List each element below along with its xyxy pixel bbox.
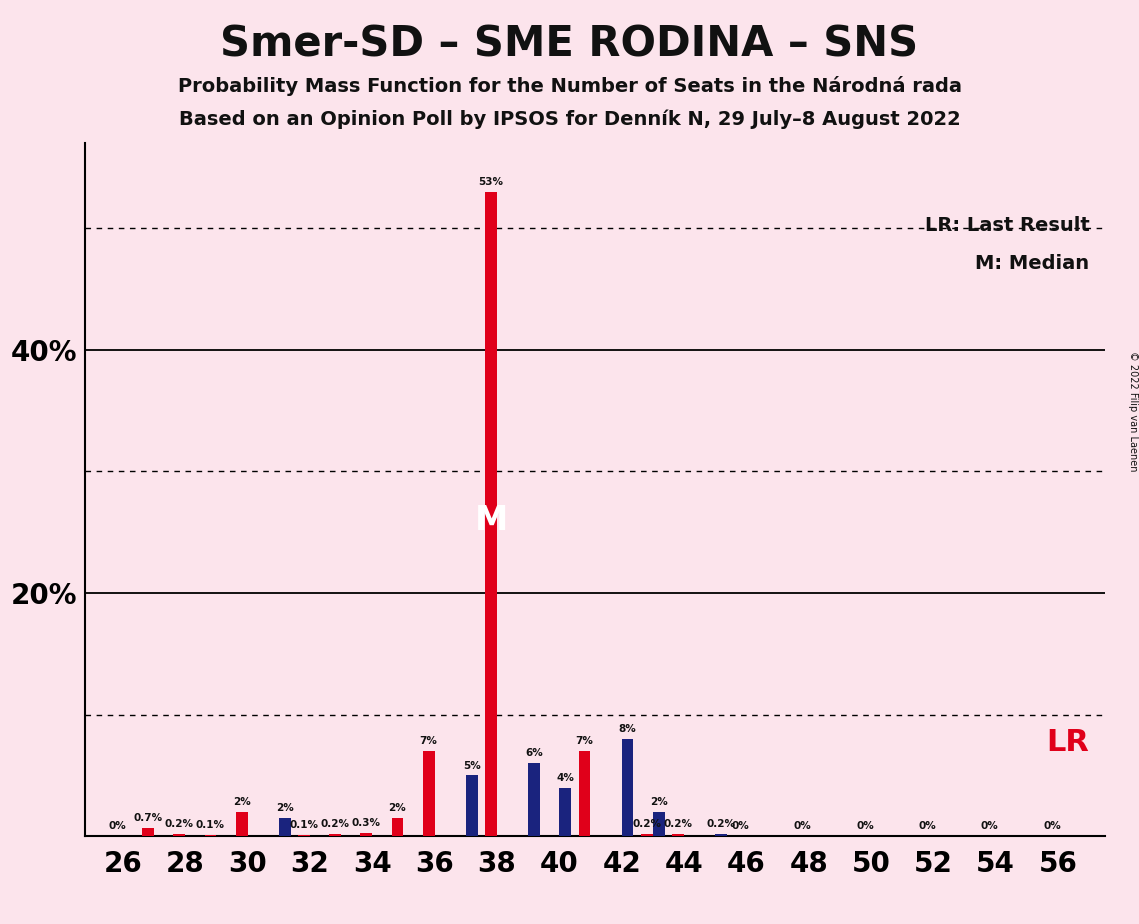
Text: 0.3%: 0.3% [352,818,380,828]
Bar [279,818,290,836]
Bar [579,751,590,836]
Bar [466,775,477,836]
Text: 0%: 0% [794,821,812,832]
Bar [485,192,497,836]
Text: 0%: 0% [857,821,874,832]
Bar [672,833,685,836]
Text: 0%: 0% [108,821,125,832]
Bar [528,763,540,836]
Text: 7%: 7% [575,736,593,747]
Text: 0%: 0% [918,821,936,832]
Text: 4%: 4% [556,772,574,783]
Text: 0%: 0% [981,821,999,832]
Bar [641,833,653,836]
Bar [392,818,403,836]
Bar [173,833,186,836]
Text: 0.2%: 0.2% [664,819,693,829]
Text: 0.2%: 0.2% [706,819,736,829]
Bar [329,833,341,836]
Bar [205,835,216,836]
Text: Based on an Opinion Poll by IPSOS for Denník N, 29 July–8 August 2022: Based on an Opinion Poll by IPSOS for De… [179,109,960,128]
Text: 2%: 2% [232,797,251,807]
Text: © 2022 Filip van Laenen: © 2022 Filip van Laenen [1129,351,1138,471]
Text: 2%: 2% [276,803,294,813]
Text: LR: Last Result: LR: Last Result [925,216,1090,235]
Bar [653,812,665,836]
Text: 0.2%: 0.2% [165,819,194,829]
Text: M: Median: M: Median [975,254,1090,274]
Text: M: M [474,504,508,537]
Text: 6%: 6% [525,748,543,759]
Bar [423,751,435,836]
Text: 5%: 5% [462,760,481,771]
Bar [559,787,571,836]
Text: LR: LR [1047,728,1090,757]
Text: 7%: 7% [419,736,437,747]
Text: 2%: 2% [650,797,667,807]
Text: 0.7%: 0.7% [133,813,163,823]
Text: 0.2%: 0.2% [632,819,662,829]
Text: 0%: 0% [731,821,749,832]
Bar [360,833,372,836]
Bar [298,835,310,836]
Bar [236,812,247,836]
Text: 2%: 2% [388,803,407,813]
Text: Probability Mass Function for the Number of Seats in the Národná rada: Probability Mass Function for the Number… [178,76,961,96]
Text: 0.1%: 0.1% [196,821,224,830]
Text: Smer-SD – SME RODINA – SNS: Smer-SD – SME RODINA – SNS [221,23,918,65]
Text: 53%: 53% [478,177,503,187]
Bar [715,833,727,836]
Text: 0%: 0% [1043,821,1062,832]
Text: 8%: 8% [618,724,637,734]
Text: 0.1%: 0.1% [289,821,319,830]
Bar [622,739,633,836]
Text: 0.2%: 0.2% [321,819,350,829]
Bar [142,828,154,836]
